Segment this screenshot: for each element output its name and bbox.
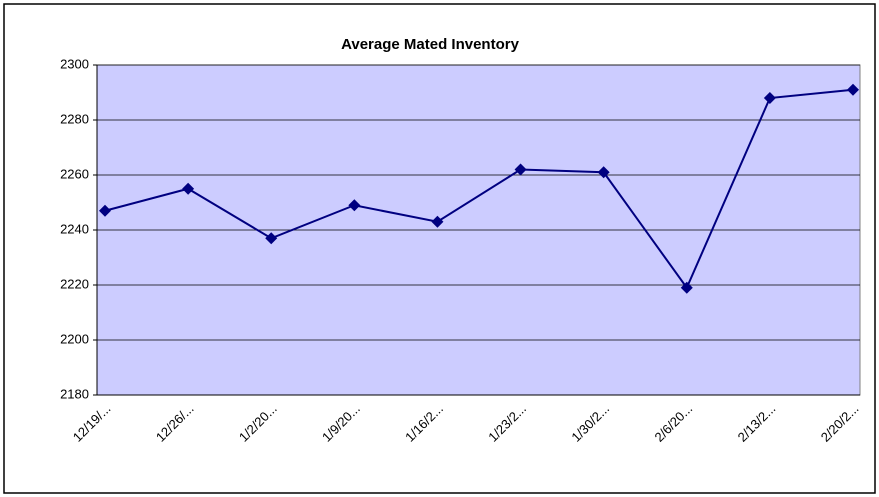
data-point — [99, 204, 111, 217]
y-tick-label: 2300 — [60, 56, 89, 71]
data-point — [763, 92, 776, 104]
data-point — [348, 199, 361, 212]
y-tick-label: 2280 — [60, 111, 89, 126]
y-tick-label: 2260 — [60, 166, 89, 181]
data-point — [514, 163, 527, 176]
series-line — [104, 88, 854, 290]
data-point — [680, 281, 693, 294]
data-point — [431, 215, 444, 228]
y-tick-label: 2240 — [60, 221, 89, 236]
data-point — [597, 166, 610, 179]
data-point — [182, 182, 195, 195]
y-tick-label: 2220 — [60, 276, 89, 291]
chart-title: Average Mated Inventory — [341, 36, 519, 53]
y-tick-label: 2200 — [60, 331, 89, 346]
y-tick-label: 2180 — [60, 386, 89, 401]
data-point — [847, 83, 859, 96]
data-point — [265, 232, 278, 245]
